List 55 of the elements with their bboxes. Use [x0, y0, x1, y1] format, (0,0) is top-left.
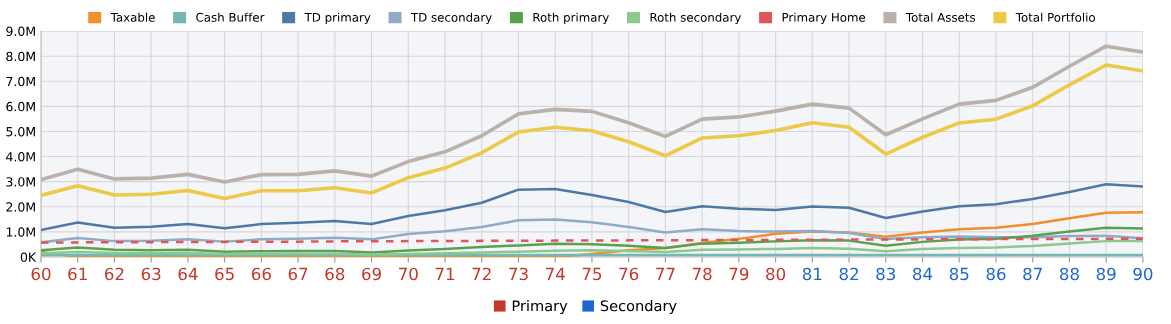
- x-tick-label: 74: [545, 267, 565, 281]
- y-tick-label: 5.0M: [6, 126, 35, 137]
- x-tick-label: 65: [215, 267, 234, 281]
- legend-label: Taxable: [110, 12, 155, 22]
- x-tick-label: 69: [362, 267, 381, 281]
- x-tick-label: 61: [68, 267, 87, 281]
- x-tick-label: 85: [949, 267, 969, 281]
- x-tick-label: 62: [105, 267, 124, 281]
- line-series: [40, 44, 1143, 184]
- x-tick-label: 64: [178, 267, 198, 281]
- line-series: [40, 182, 1143, 232]
- x-tick-label: 89: [1096, 267, 1116, 281]
- legend-label: Cash Buffer: [196, 12, 265, 22]
- x-tick-label: 88: [1059, 267, 1079, 281]
- x-tick-label: 75: [582, 267, 602, 281]
- x-tick-label: 80: [766, 267, 786, 281]
- x-tick-label: 60: [31, 267, 51, 281]
- legend-label: TD primary: [304, 12, 371, 25]
- line-series: [40, 63, 1143, 201]
- y-tick-label: 2.0M: [6, 202, 35, 212]
- y-tick-label: 6.0M: [6, 101, 35, 112]
- x-tick-label: 81: [802, 267, 822, 281]
- x-tick-label: 76: [619, 267, 639, 281]
- x-tick-label: 90: [1133, 267, 1153, 281]
- y-tick-label: 3.0M: [6, 177, 35, 187]
- y-tick-label: 8.0M: [6, 51, 35, 62]
- legend-label: Roth primary: [533, 12, 609, 25]
- y-tick-label: 7.0M: [6, 76, 35, 87]
- y-tick-label: 4.0M: [6, 152, 35, 162]
- x-tick-label: 73: [509, 267, 528, 281]
- x-tick-label: 67: [288, 267, 308, 281]
- legend-label: Roth secondary: [650, 12, 742, 25]
- x-tick-label: 83: [876, 267, 896, 281]
- x-tick-label: 63: [141, 267, 161, 281]
- x-tick-label: 87: [1023, 267, 1042, 281]
- x-tick-label: 77: [656, 267, 675, 281]
- x-tick-label: 71: [435, 267, 455, 281]
- y-tick-label: 9.0M: [6, 26, 35, 37]
- x-tick-label: 66: [251, 267, 271, 281]
- x-tick-label: 68: [325, 267, 345, 281]
- y-tick-label: 0K: [20, 252, 37, 262]
- legend-label: Primary Home: [782, 12, 866, 25]
- x-tick-label: 78: [692, 267, 712, 281]
- legend-label: Total Assets: [905, 12, 976, 22]
- legend-label: TD secondary: [410, 12, 492, 25]
- x-tick-label: 70: [399, 267, 418, 281]
- x-tick-label: 79: [729, 267, 749, 281]
- text: Secondary: [600, 300, 677, 315]
- x-tick-label: 72: [472, 267, 491, 281]
- x-tick-label: 84: [913, 267, 933, 281]
- x-tick-label: 82: [839, 267, 858, 281]
- y-tick-label: 1.0M: [6, 227, 35, 237]
- x-tick-label: 86: [986, 267, 1006, 281]
- legend-label: Total Portfolio: [1015, 12, 1095, 22]
- text: Primary: [512, 300, 568, 315]
